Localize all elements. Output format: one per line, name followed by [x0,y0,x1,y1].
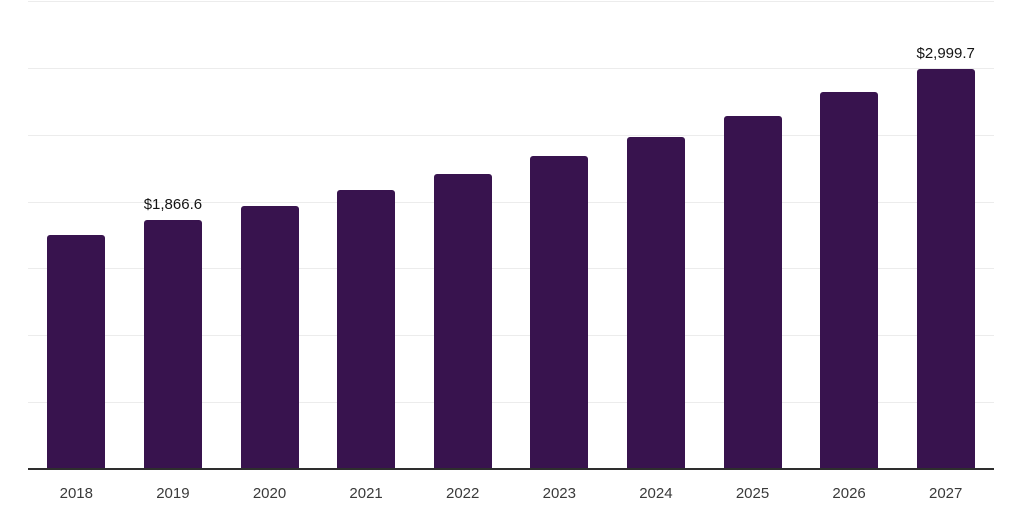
bar-2025 [723,115,782,470]
gridline-1500 [28,268,994,270]
plot-area: $1,866.6 $2,999.7 [28,0,994,470]
x-tick-2020: 2020 [252,485,287,502]
gridline-2500 [28,134,994,136]
bar-2020 [240,205,299,470]
data-label-2027: $2,999.7 [916,44,975,62]
bar-2023 [530,156,589,470]
bar-2021 [337,189,396,470]
x-tick-2021: 2021 [349,485,383,502]
x-axis-tick-labels: 2018 2019 2020 2021 2022 2023 2024 2025 2026 2027 [28,485,994,505]
data-label-2019: $1,866.6 [143,196,203,214]
x-tick-2025: 2025 [735,485,770,502]
x-tick-2027: 2027 [929,485,963,502]
gridline-500 [28,402,994,404]
x-tick-2022: 2022 [446,485,480,502]
bar-2018 [47,234,106,470]
bar-2019 [143,220,202,470]
x-tick-2023: 2023 [542,485,576,502]
bar-2026 [820,92,879,470]
gridline-3500 [28,1,994,2]
gridline-3000 [28,67,994,69]
x-tick-2026: 2026 [832,485,866,502]
bar-2027 [916,68,975,470]
gridline-1000 [28,335,994,337]
gridline-2000 [28,201,994,203]
x-axis-line [28,468,994,470]
bar-2024 [626,137,685,470]
x-tick-2018: 2018 [59,485,93,502]
x-tick-2024: 2024 [639,485,673,502]
bar-2022 [433,173,492,470]
x-tick-2019: 2019 [156,485,190,502]
